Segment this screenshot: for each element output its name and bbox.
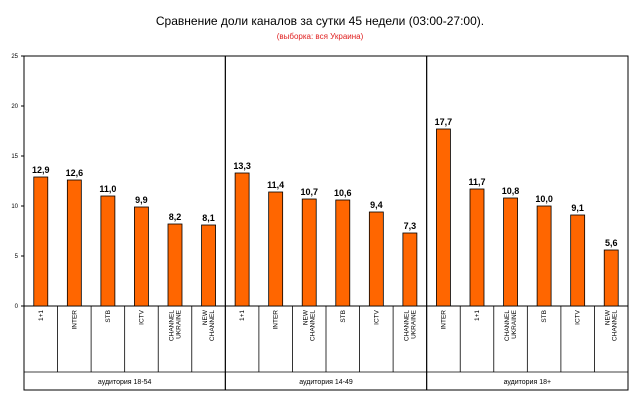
bar bbox=[100, 195, 116, 307]
y-tick-label: 5 bbox=[15, 254, 19, 260]
data-label: 10,7 bbox=[300, 187, 318, 197]
bar bbox=[134, 206, 149, 307]
bar bbox=[570, 214, 586, 307]
group-label: аудитория 18-54 bbox=[98, 379, 152, 386]
bar bbox=[234, 172, 250, 307]
bar bbox=[268, 191, 284, 307]
chart-title: Сравнение доли каналов за сутки 45 недел… bbox=[155, 14, 485, 28]
data-label: 8,2 bbox=[169, 212, 182, 222]
data-label: 12,6 bbox=[66, 168, 84, 178]
bar bbox=[368, 211, 384, 307]
data-label: 11,7 bbox=[468, 177, 485, 187]
bar bbox=[33, 176, 49, 307]
category-label: NEW bbox=[605, 309, 612, 325]
data-label: 13,3 bbox=[233, 161, 251, 171]
data-label: 10,6 bbox=[334, 188, 352, 198]
bar bbox=[402, 232, 418, 307]
bar bbox=[603, 249, 619, 307]
category-label: CHANNEL bbox=[310, 310, 317, 341]
y-tick-label: 20 bbox=[11, 104, 18, 110]
y-tick-label: 15 bbox=[11, 154, 18, 160]
data-label: 10,0 bbox=[535, 194, 553, 204]
bar bbox=[469, 188, 485, 307]
bar bbox=[201, 224, 216, 307]
category-label: CHANNEL bbox=[403, 310, 410, 341]
bar bbox=[167, 223, 183, 307]
data-label: 11,4 bbox=[267, 180, 284, 190]
group-label: аудитория 14-49 bbox=[299, 379, 353, 386]
data-label: 9,9 bbox=[135, 195, 148, 205]
bar bbox=[503, 197, 518, 307]
category-label: UKRAINE bbox=[511, 309, 518, 339]
bar bbox=[66, 179, 82, 307]
chart-subtitle: (выборка: вся Украина) bbox=[276, 32, 364, 41]
category-label: ICTV bbox=[575, 309, 582, 324]
data-label: 5,6 bbox=[605, 238, 618, 248]
data-label: 8,1 bbox=[202, 213, 215, 223]
category-label: ICTV bbox=[138, 309, 145, 324]
category-label: 1+1 bbox=[239, 310, 246, 321]
y-tick-label: 10 bbox=[11, 204, 18, 210]
data-label: 12,9 bbox=[32, 165, 50, 175]
category-label: NEW bbox=[303, 309, 310, 325]
bar bbox=[301, 198, 317, 307]
category-label: CHANNEL bbox=[504, 310, 511, 341]
category-label: ICTV bbox=[373, 309, 380, 324]
data-label: 17,7 bbox=[435, 117, 453, 127]
category-label: UKRAINE bbox=[176, 309, 183, 339]
category-label: 1+1 bbox=[38, 310, 45, 321]
bar bbox=[536, 205, 552, 307]
category-label: NEW bbox=[202, 309, 209, 325]
category-label: INTER bbox=[71, 310, 78, 330]
data-label: 11,0 bbox=[99, 184, 116, 194]
category-label: UKRAINE bbox=[410, 309, 417, 339]
category-label: 1+1 bbox=[474, 310, 481, 321]
data-label: 9,1 bbox=[571, 203, 584, 213]
category-label: INTER bbox=[440, 310, 447, 330]
category-label: INTER bbox=[273, 310, 280, 330]
group-frame bbox=[426, 55, 629, 391]
category-label: CHANNEL bbox=[612, 310, 619, 341]
data-label: 10,8 bbox=[502, 186, 520, 196]
category-label: STB bbox=[340, 310, 347, 323]
data-label: 7,3 bbox=[404, 221, 417, 231]
group-label: аудитория 18+ bbox=[504, 379, 552, 386]
data-label: 9,4 bbox=[370, 200, 383, 210]
category-label: CHANNEL bbox=[169, 310, 176, 341]
bar bbox=[436, 128, 451, 307]
bar bbox=[335, 199, 351, 307]
y-tick-label: 25 bbox=[11, 54, 18, 60]
category-label: STB bbox=[541, 310, 548, 323]
y-tick-label: 0 bbox=[15, 304, 19, 310]
category-label: CHANNEL bbox=[209, 310, 216, 341]
category-label: STB bbox=[105, 310, 112, 323]
